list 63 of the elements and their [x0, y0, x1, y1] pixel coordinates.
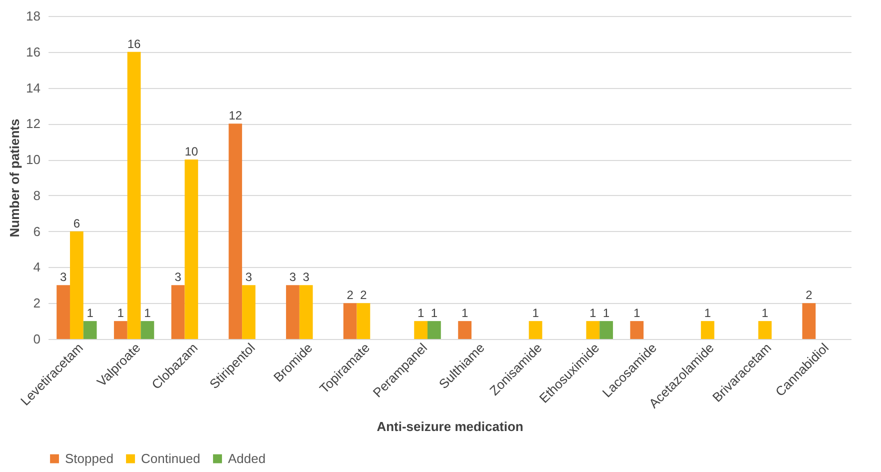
data-label: 1	[532, 306, 540, 320]
data-label: 3	[174, 270, 182, 284]
data-label: 1	[590, 306, 597, 320]
bar	[299, 285, 313, 339]
bar	[127, 52, 141, 339]
bar	[242, 285, 256, 339]
data-label: 3	[302, 270, 310, 284]
data-label: 1	[704, 306, 712, 320]
x-axis-title: Anti-seizure medication	[376, 418, 524, 434]
bar	[458, 321, 472, 339]
y-tick-label: 4	[33, 260, 40, 275]
bar	[286, 285, 300, 339]
y-axis-title: Number of patients	[7, 118, 22, 238]
data-label: 1	[461, 306, 468, 320]
data-label: 2	[346, 288, 354, 302]
y-tick-label: 0	[33, 332, 40, 346]
bar	[83, 321, 97, 339]
y-tick-label: 18	[26, 8, 40, 24]
data-label: 3	[289, 270, 296, 284]
data-label: 1	[86, 306, 94, 320]
bar	[528, 321, 542, 339]
bar	[70, 231, 84, 339]
bar	[171, 285, 185, 339]
bar	[630, 321, 644, 339]
data-label: 12	[228, 108, 242, 123]
legend-label: Added	[228, 450, 266, 466]
bar	[114, 321, 128, 339]
bar	[758, 321, 772, 339]
legend-label: Stopped	[65, 450, 114, 466]
bar	[802, 303, 816, 339]
y-tick-label: 10	[26, 152, 40, 168]
data-label: 1	[430, 306, 438, 320]
data-label: 1	[417, 306, 424, 320]
data-label: 6	[73, 216, 80, 230]
y-tick-label: 16	[26, 44, 40, 60]
bar	[600, 321, 613, 339]
data-label: 2	[806, 288, 813, 302]
data-label: 1	[762, 306, 769, 320]
bar	[356, 303, 370, 339]
bar	[56, 285, 70, 339]
bar	[228, 124, 242, 339]
y-tick-label: 8	[33, 188, 40, 203]
data-label: 3	[60, 270, 67, 284]
bar	[700, 321, 714, 339]
data-label: 1	[602, 306, 610, 320]
data-label: 10	[184, 144, 198, 159]
data-label: 3	[245, 270, 252, 284]
y-tick-label: 6	[33, 224, 40, 239]
data-label: 1	[144, 306, 152, 320]
y-tick-label: 12	[26, 116, 40, 132]
data-label: 1	[634, 306, 641, 320]
data-label: 16	[127, 36, 142, 51]
bar	[586, 321, 600, 339]
y-tick-label: 2	[33, 296, 40, 311]
bar	[343, 303, 357, 339]
bar	[184, 160, 198, 339]
data-label: 1	[117, 306, 124, 320]
bar	[140, 321, 154, 339]
y-tick-label: 14	[26, 80, 40, 96]
data-label: 2	[360, 288, 368, 302]
bar	[414, 321, 428, 339]
bar	[428, 321, 441, 339]
legend-label: Continued	[141, 450, 200, 466]
